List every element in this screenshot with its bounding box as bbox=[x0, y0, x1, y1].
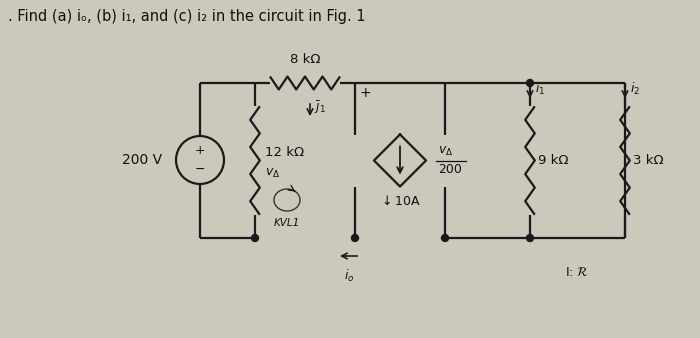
Circle shape bbox=[526, 235, 533, 241]
Text: $i_2$: $i_2$ bbox=[630, 81, 640, 97]
Text: . Find (a) iₒ, (b) i₁, and (c) i₂ in the circuit in Fig. 1: . Find (a) iₒ, (b) i₁, and (c) i₂ in the… bbox=[8, 8, 365, 24]
Text: I: $\mathcal{R}$: I: $\mathcal{R}$ bbox=[566, 266, 589, 279]
Text: +: + bbox=[360, 86, 372, 100]
Text: $i_o$: $i_o$ bbox=[344, 268, 354, 284]
Text: 3 kΩ: 3 kΩ bbox=[633, 154, 664, 167]
Text: KVL1: KVL1 bbox=[274, 218, 300, 228]
Text: $v_\Delta$: $v_\Delta$ bbox=[438, 145, 454, 158]
Circle shape bbox=[526, 79, 533, 87]
Text: $v_\Delta$: $v_\Delta$ bbox=[265, 167, 280, 180]
Text: $i_1$: $i_1$ bbox=[535, 81, 545, 97]
Text: $\downarrow$10A: $\downarrow$10A bbox=[379, 193, 421, 208]
Text: 200: 200 bbox=[438, 163, 462, 176]
Circle shape bbox=[251, 235, 258, 241]
Text: $\bar{\jmath}_1$: $\bar{\jmath}_1$ bbox=[314, 100, 326, 116]
Text: 9 kΩ: 9 kΩ bbox=[538, 154, 568, 167]
Text: 200 V: 200 V bbox=[122, 153, 162, 167]
Text: 12 kΩ: 12 kΩ bbox=[265, 146, 304, 159]
Text: +: + bbox=[195, 145, 205, 158]
Text: 8 kΩ: 8 kΩ bbox=[290, 53, 321, 66]
Circle shape bbox=[442, 235, 449, 241]
Text: −: − bbox=[195, 163, 205, 175]
Circle shape bbox=[351, 235, 358, 241]
